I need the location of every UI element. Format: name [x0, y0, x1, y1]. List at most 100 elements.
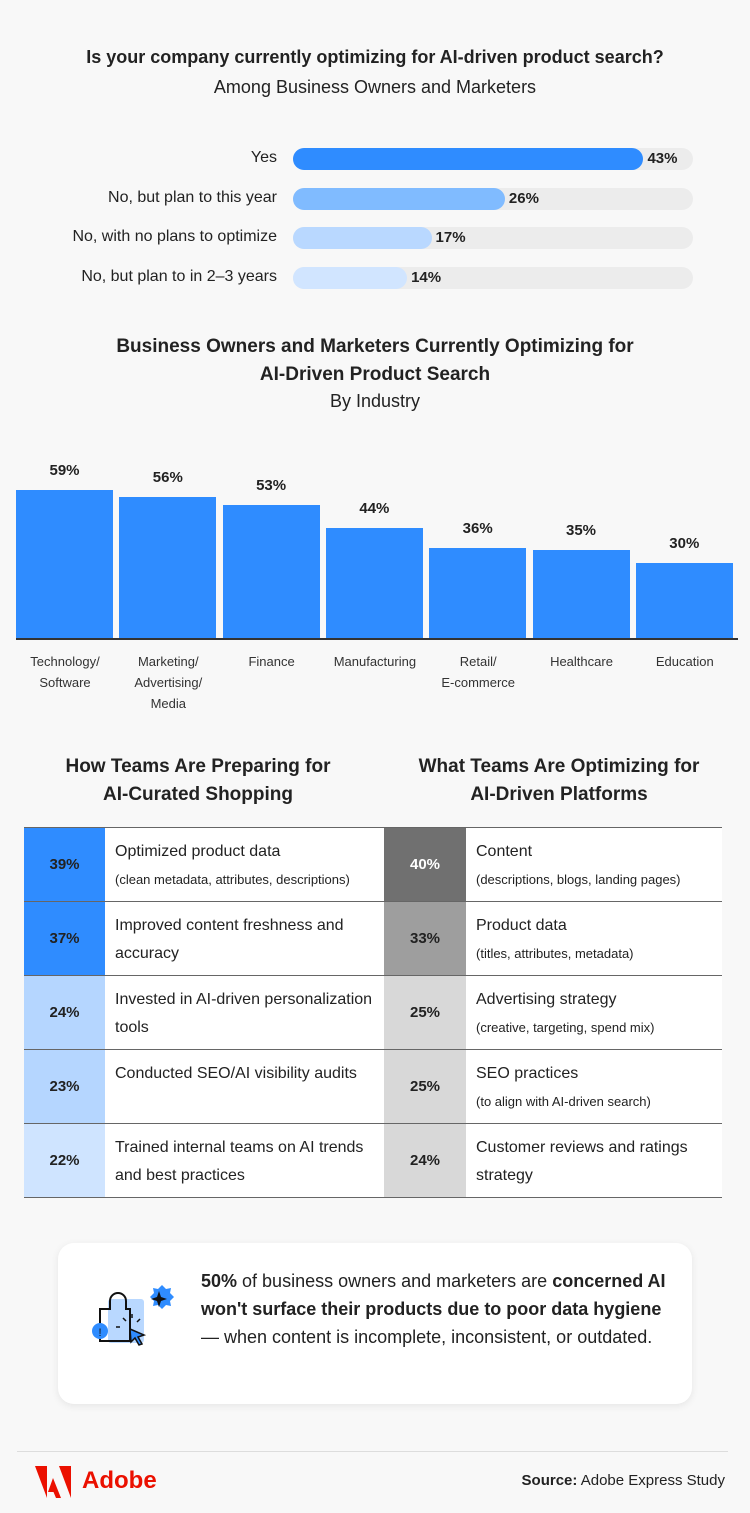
row-percent: 37% [24, 902, 105, 975]
table-row: 40% Content (descriptions, blogs, landing… [384, 828, 722, 902]
category-label-line: Technology/ [30, 654, 100, 669]
source-value: Adobe Express Study [577, 1472, 725, 1489]
category-label-line: Software [39, 675, 91, 690]
row-percent: 24% [24, 976, 105, 1049]
callout-text-2: — when content is incomplete, inconsiste… [201, 1327, 653, 1347]
row-text-cell: Advertising strategy (creative, targeting… [466, 976, 722, 1049]
callout-emphasis: concerned AI won't surface their product… [201, 1271, 666, 1319]
table-row: 24% Customer reviews and ratings strateg… [384, 1124, 722, 1198]
column-bar [119, 497, 217, 639]
row-percent: 24% [384, 1124, 466, 1197]
shopping-bag-alert-icon: ! [92, 1285, 174, 1346]
category-label-line: Education [655, 654, 714, 669]
hbar-label: No, with no plans to optimize [72, 228, 277, 246]
hbar-value-label: 43% [647, 150, 678, 167]
row-subtext: (clean metadata, attributes, description… [115, 872, 350, 887]
row-percent: 39% [24, 828, 105, 901]
callout-stat: 50% [201, 1271, 238, 1291]
table: 40% Content (descriptions, blogs, landing… [384, 827, 722, 1198]
row-text-cell: Invested in AI-driven personalization to… [105, 976, 384, 1049]
adobe-brand: Adobe [82, 1467, 157, 1494]
row-text: Trained internal teams on AI trends and … [115, 1139, 364, 1184]
column-value-label: 53% [256, 476, 287, 494]
table-row: 23% Conducted SEO/AI visibility audits [24, 1050, 384, 1124]
row-text: Invested in AI-driven personalization to… [115, 991, 373, 1036]
hbar-value-label: 17% [435, 229, 466, 247]
svg-text:!: ! [98, 1327, 101, 1339]
row-subtext: (descriptions, blogs, landing pages) [476, 872, 681, 887]
hbar-value-label: 14% [411, 269, 442, 287]
column-value-label: 59% [49, 461, 80, 479]
column-bar [222, 504, 320, 639]
category-label: Technology/Software [10, 651, 120, 693]
chart2-title: Business Owners and Marketers Currently … [116, 336, 634, 385]
hbar-value-label: 26% [508, 189, 539, 207]
row-subtext: (creative, targeting, spend mix) [476, 1020, 655, 1035]
table-row: 33% Product data (titles, attributes, met… [384, 902, 722, 976]
column-value-label: 30% [669, 535, 700, 553]
column-bar [429, 547, 527, 639]
column-value-label: 36% [462, 519, 493, 537]
column-value-label: 44% [359, 499, 390, 517]
row-text: Product data [476, 917, 567, 934]
adobe-logo-icon [35, 1466, 71, 1498]
column-value-label: 56% [152, 469, 183, 487]
hbar-label: No, but plan to this year [108, 188, 277, 206]
hbar [293, 148, 644, 170]
row-text-cell: Content (descriptions, blogs, landing pag… [466, 828, 722, 901]
hbar-label: Yes [250, 149, 277, 166]
category-label-line: Manufacturing [333, 654, 417, 669]
category-label: Marketing/Advertising/Media [113, 651, 223, 714]
source-note: Source: Adobe Express Study [522, 1472, 725, 1489]
x-axis [16, 638, 738, 640]
table-title-line: AI-Curated Shopping [103, 784, 293, 805]
hbar [293, 227, 432, 250]
row-text: Customer reviews and ratings strategy [476, 1139, 688, 1184]
callout-card: ! 50% of business owners and marketers a… [58, 1243, 692, 1404]
category-label: Finance [217, 651, 327, 672]
chart1-title: Is your company currently optimizing for… [86, 47, 664, 67]
table: 39% Optimized product data (clean metadat… [24, 827, 384, 1198]
row-text: Advertising strategy [476, 991, 617, 1008]
category-label-line: Advertising/ [134, 675, 203, 690]
row-text-cell: Improved content freshness and accuracy [105, 902, 384, 975]
row-subtext: (titles, attributes, metadata) [476, 946, 634, 961]
row-percent: 25% [384, 976, 466, 1049]
table-row: 25% SEO practices (to align with AI-drive… [384, 1050, 722, 1124]
row-subtext: (to align with AI-driven search) [476, 1094, 651, 1109]
table-title: What Teams Are Optimizing for AI-Driven P… [379, 753, 739, 809]
category-label-line: Healthcare [550, 654, 613, 669]
row-percent: 23% [24, 1050, 105, 1123]
callout-text-1: of business owners and marketers are [237, 1271, 553, 1291]
column-bar [635, 563, 733, 639]
hbar [293, 267, 408, 290]
table-title-line: What Teams Are Optimizing for [418, 756, 700, 777]
row-text: SEO practices [476, 1065, 579, 1082]
row-percent: 40% [384, 828, 466, 901]
category-label-line: E-commerce [441, 675, 516, 690]
row-percent: 22% [24, 1124, 105, 1197]
category-label: Education [630, 651, 740, 672]
row-text-cell: Customer reviews and ratings strategy [466, 1124, 722, 1197]
row-text-cell: Product data (titles, attributes, metadat… [466, 902, 722, 975]
category-label-line: Retail/ [459, 654, 497, 669]
table-title: How Teams Are Preparing for AI-Curated Sh… [18, 753, 378, 809]
row-text: Optimized product data [115, 843, 281, 860]
table-row: 24% Invested in AI-driven personalizatio… [24, 976, 384, 1050]
callout-text: 50% of business owners and marketers are… [201, 1267, 671, 1351]
category-label: Manufacturing [320, 651, 430, 672]
table-row: 37% Improved content freshness and accur… [24, 902, 384, 976]
row-text-cell: Trained internal teams on AI trends and … [105, 1124, 384, 1197]
row-percent: 25% [384, 1050, 466, 1123]
column-bar [532, 550, 630, 639]
table-row: 25% Advertising strategy (creative, targe… [384, 976, 722, 1050]
column-bar [325, 527, 423, 639]
chart1-subtitle: Among Business Owners and Marketers [213, 77, 537, 97]
source-label: Source: [521, 1472, 578, 1489]
footer-divider [17, 1451, 728, 1452]
category-label: Healthcare [527, 651, 637, 672]
table-title-line: How Teams Are Preparing for [65, 756, 331, 777]
row-text-cell: SEO practices (to align with AI-driven se… [466, 1050, 722, 1123]
category-label: Retail/E-commerce [423, 651, 533, 693]
row-text: Improved content freshness and accuracy [115, 917, 344, 962]
